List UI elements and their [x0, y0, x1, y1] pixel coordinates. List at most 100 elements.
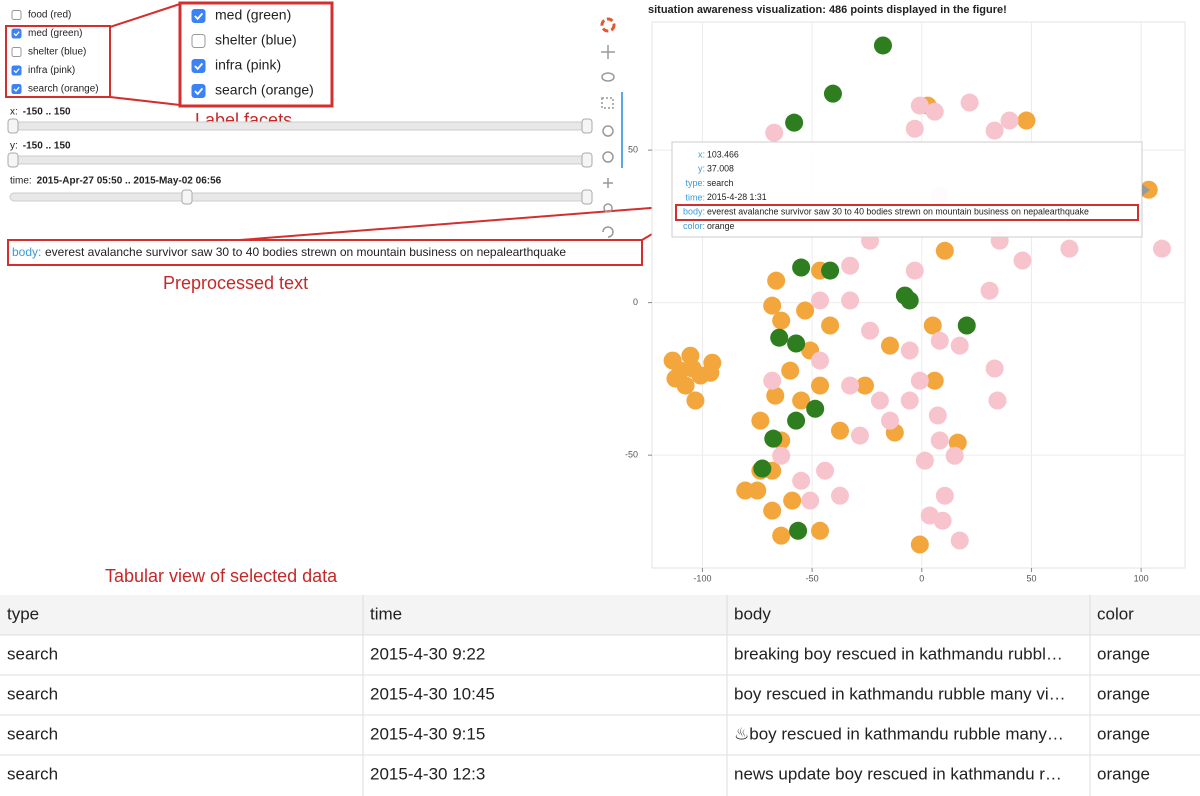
point[interactable]: [772, 311, 791, 330]
point[interactable]: [811, 291, 830, 310]
point[interactable]: [823, 84, 842, 103]
point[interactable]: [1152, 239, 1171, 258]
checkbox[interactable]: [11, 84, 22, 94]
point[interactable]: [767, 271, 786, 290]
point[interactable]: [1060, 239, 1079, 258]
point[interactable]: [787, 334, 806, 353]
zoom-tool[interactable]: [602, 125, 614, 137]
checkbox[interactable]: [11, 10, 22, 20]
point[interactable]: [683, 359, 702, 378]
point[interactable]: [763, 371, 782, 390]
point[interactable]: [930, 431, 949, 450]
point[interactable]: [753, 459, 772, 478]
wheel-zoom-tool[interactable]: [602, 151, 614, 163]
point[interactable]: [985, 121, 1004, 140]
column-header[interactable]: body: [734, 604, 771, 623]
point[interactable]: [811, 376, 830, 395]
point[interactable]: [923, 316, 942, 335]
point[interactable]: [789, 521, 808, 540]
point[interactable]: [785, 113, 804, 132]
zoom-out-tool[interactable]: [603, 203, 613, 213]
point[interactable]: [770, 328, 789, 347]
point[interactable]: [933, 511, 952, 530]
point[interactable]: [811, 521, 830, 540]
point[interactable]: [1000, 111, 1019, 130]
point[interactable]: [811, 351, 830, 370]
point[interactable]: [841, 256, 860, 275]
point[interactable]: [792, 258, 811, 277]
point[interactable]: [910, 535, 929, 554]
slider-handle[interactable]: [7, 118, 19, 134]
checkbox[interactable]: [11, 47, 22, 57]
point[interactable]: [703, 353, 722, 372]
box-select-tool[interactable]: [601, 97, 614, 109]
point[interactable]: [763, 501, 782, 520]
lasso-tool[interactable]: [601, 72, 615, 82]
point[interactable]: [935, 486, 954, 505]
point[interactable]: [945, 446, 964, 465]
checkbox[interactable]: [191, 59, 206, 73]
point[interactable]: [960, 93, 979, 112]
point[interactable]: [905, 119, 924, 138]
point[interactable]: [772, 446, 791, 465]
point[interactable]: [861, 321, 880, 340]
point[interactable]: [765, 123, 784, 142]
point[interactable]: [910, 371, 929, 390]
point[interactable]: [666, 369, 685, 388]
point[interactable]: [806, 399, 825, 418]
slider-handle[interactable]: [7, 152, 19, 168]
point[interactable]: [910, 96, 929, 115]
pan-tool[interactable]: [601, 45, 615, 59]
point[interactable]: [801, 491, 820, 510]
point[interactable]: [950, 336, 969, 355]
point[interactable]: [915, 451, 934, 470]
point[interactable]: [792, 471, 811, 490]
checkbox[interactable]: [11, 65, 22, 76]
point[interactable]: [950, 531, 969, 550]
logo[interactable]: [600, 17, 616, 33]
point[interactable]: [957, 316, 976, 335]
checkbox[interactable]: [191, 34, 206, 48]
point[interactable]: [783, 491, 802, 510]
slider-handle[interactable]: [181, 189, 193, 205]
point[interactable]: [985, 359, 1004, 378]
point[interactable]: [855, 376, 874, 395]
column-header[interactable]: type: [7, 604, 39, 623]
point[interactable]: [781, 361, 800, 380]
point[interactable]: [928, 406, 947, 425]
point[interactable]: [873, 36, 892, 55]
point[interactable]: [870, 391, 889, 410]
slider-handle[interactable]: [581, 189, 593, 205]
point[interactable]: [900, 291, 919, 310]
point[interactable]: [736, 481, 755, 500]
point[interactable]: [764, 429, 783, 448]
slider-handle[interactable]: [581, 152, 593, 168]
point[interactable]: [925, 371, 944, 390]
point[interactable]: [1013, 251, 1032, 270]
column-header[interactable]: color: [1097, 604, 1134, 623]
point[interactable]: [821, 316, 840, 335]
point[interactable]: [772, 526, 791, 545]
point[interactable]: [905, 261, 924, 280]
slider-handle[interactable]: [581, 118, 593, 134]
point[interactable]: [880, 336, 899, 355]
point[interactable]: [751, 411, 770, 430]
point[interactable]: [850, 426, 869, 445]
point[interactable]: [988, 391, 1007, 410]
point[interactable]: [900, 391, 919, 410]
reset-tool[interactable]: [602, 226, 614, 238]
point[interactable]: [925, 102, 944, 121]
point[interactable]: [763, 296, 782, 315]
column-header[interactable]: time: [370, 604, 402, 623]
checkbox[interactable]: [191, 9, 206, 23]
point[interactable]: [816, 461, 835, 480]
point[interactable]: [821, 261, 840, 280]
checkbox[interactable]: [11, 28, 22, 39]
point[interactable]: [935, 241, 954, 260]
point[interactable]: [686, 391, 705, 410]
point[interactable]: [880, 411, 899, 430]
point[interactable]: [980, 281, 999, 300]
point[interactable]: [766, 386, 785, 405]
point[interactable]: [1017, 111, 1036, 130]
point[interactable]: [796, 301, 815, 320]
